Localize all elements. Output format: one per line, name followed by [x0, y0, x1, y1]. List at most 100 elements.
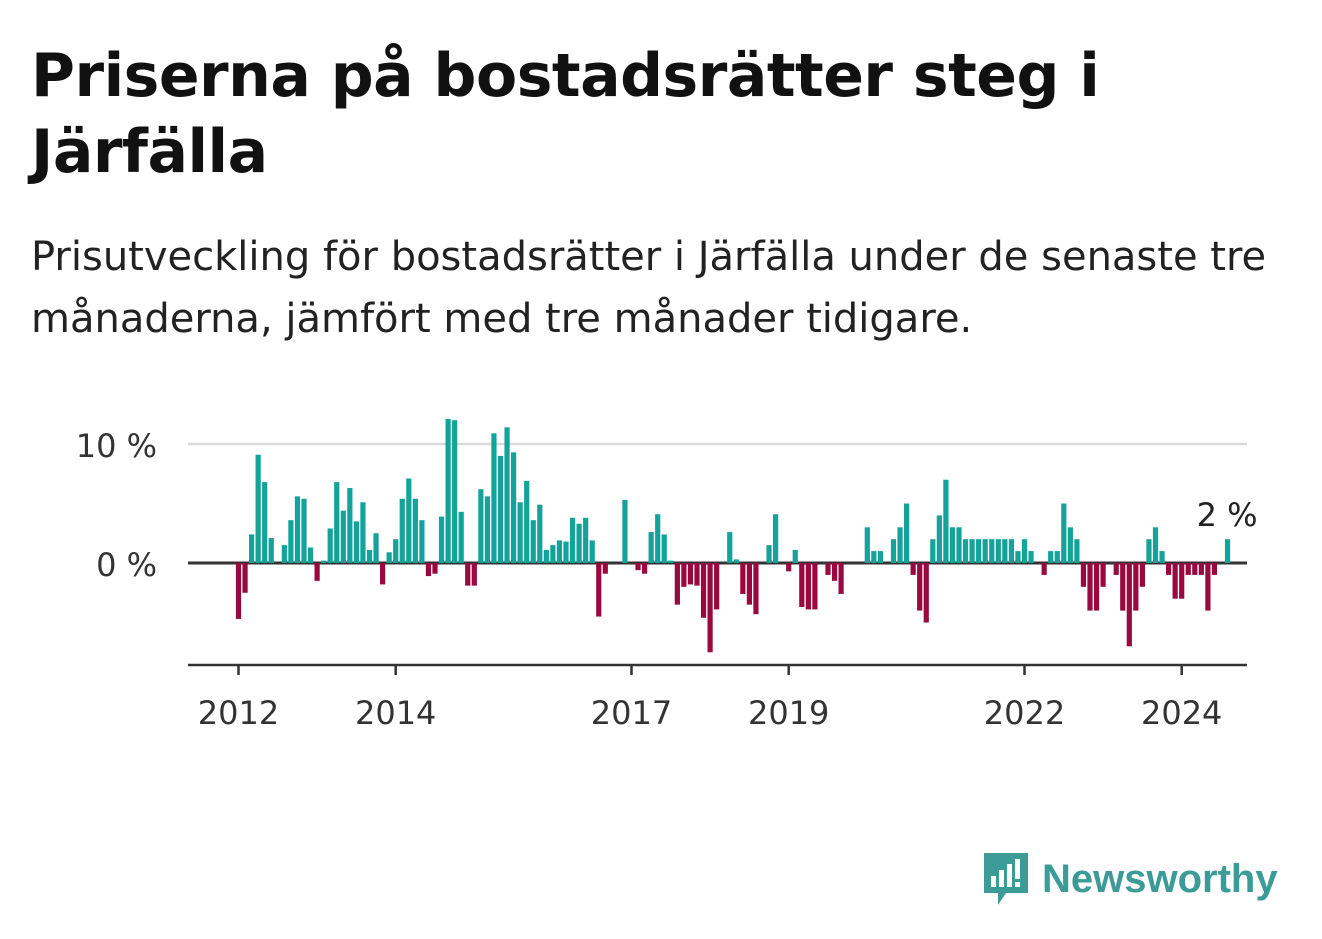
- bar: [543, 549, 549, 563]
- bar: [380, 563, 386, 585]
- bar: [1041, 563, 1047, 575]
- bar: [452, 420, 458, 563]
- bar: [740, 563, 746, 594]
- bar: [366, 549, 373, 563]
- bar: [1192, 563, 1198, 575]
- bar: [1002, 539, 1008, 563]
- bar: [360, 502, 366, 563]
- bar: [327, 528, 333, 563]
- bar: [831, 563, 838, 581]
- bar: [642, 563, 648, 574]
- bar: [766, 545, 772, 563]
- bar: [393, 539, 399, 563]
- bar: [537, 504, 543, 563]
- bar: [596, 563, 602, 617]
- bar: [1061, 503, 1067, 563]
- bar: [281, 545, 287, 563]
- bar: [288, 520, 294, 563]
- bar: [1067, 527, 1073, 563]
- bar: [668, 560, 674, 563]
- bar: [1133, 563, 1139, 611]
- bar: [714, 563, 720, 610]
- bar: [1120, 563, 1126, 611]
- x-tick-label: 2014: [355, 694, 436, 732]
- bar: [904, 503, 910, 563]
- bar: [661, 534, 667, 563]
- bar: [255, 454, 261, 563]
- bar: [524, 480, 530, 563]
- bar-layer: [235, 419, 1231, 653]
- bar: [1113, 563, 1119, 575]
- bar: [694, 563, 700, 586]
- newsworthy-logo-icon: [984, 853, 1028, 905]
- bar-chart: 10 % 0 % 2012 2014 2017 2019 2022 2024 2 %: [76, 419, 1258, 732]
- bar: [969, 539, 975, 563]
- bar: [648, 532, 654, 563]
- x-tick-label: 2017: [591, 694, 672, 732]
- bar: [1028, 551, 1034, 563]
- bar: [1093, 563, 1100, 611]
- bar: [563, 541, 569, 563]
- bar: [943, 479, 949, 563]
- bar: [491, 433, 497, 563]
- bar: [727, 532, 733, 563]
- bar: [1087, 563, 1093, 611]
- bar: [1126, 563, 1132, 647]
- bar: [471, 563, 477, 586]
- bar: [602, 563, 608, 574]
- bar: [871, 551, 877, 563]
- bar: [569, 517, 576, 563]
- bar: [962, 539, 969, 563]
- bar: [838, 563, 844, 594]
- bar: [386, 552, 392, 563]
- bar: [432, 563, 438, 574]
- y-tick-label: 0 %: [96, 546, 157, 584]
- page-subtitle: Prisutveckling för bostadsrätter i Järfä…: [31, 234, 1267, 342]
- bar: [1211, 563, 1218, 575]
- bar: [412, 498, 418, 563]
- bar: [1021, 539, 1028, 563]
- bar: [1172, 563, 1178, 599]
- grid-layer: [188, 442, 1247, 565]
- bar: [478, 489, 484, 563]
- bar: [419, 520, 425, 563]
- bar: [674, 563, 680, 605]
- bar: [1048, 551, 1054, 563]
- bar: [687, 563, 694, 585]
- bar: [799, 563, 805, 608]
- bar: [556, 540, 563, 563]
- bar: [897, 527, 903, 563]
- bar: [995, 539, 1001, 563]
- brand-name: Newsworthy: [1042, 856, 1278, 901]
- bar: [700, 563, 707, 618]
- bar: [890, 539, 897, 563]
- bar: [340, 510, 346, 563]
- y-tick-label: 10 %: [76, 427, 157, 465]
- bar: [550, 545, 556, 563]
- bar: [268, 538, 274, 563]
- bar: [1185, 563, 1191, 575]
- bar: [655, 514, 661, 563]
- bar: [1146, 539, 1152, 563]
- bar: [307, 547, 314, 563]
- bar: [805, 563, 811, 610]
- bar: [1139, 563, 1145, 587]
- bar: [1054, 551, 1060, 563]
- bar: [877, 551, 883, 563]
- bar: [249, 534, 255, 563]
- bar: [746, 563, 752, 605]
- bar: [923, 563, 929, 623]
- bar: [314, 563, 320, 581]
- bar: [321, 560, 327, 563]
- bar: [334, 482, 340, 563]
- bar: [635, 563, 641, 571]
- bar: [989, 539, 995, 563]
- bar: [949, 527, 956, 563]
- bar: [1152, 527, 1159, 563]
- bar: [242, 563, 248, 593]
- bar: [773, 514, 779, 563]
- bar: [399, 498, 405, 563]
- bar: [1080, 563, 1087, 587]
- bar: [347, 488, 353, 563]
- bar: [930, 539, 936, 563]
